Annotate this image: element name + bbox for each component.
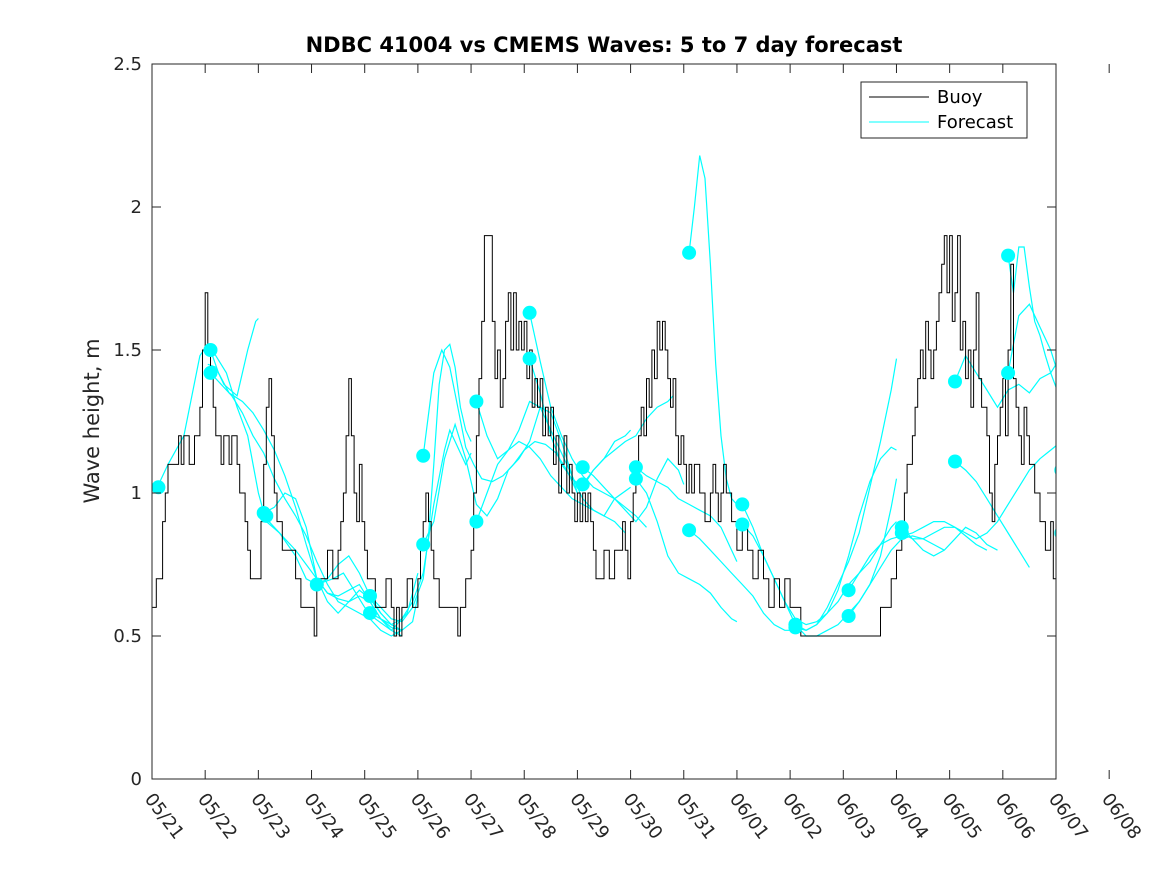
y-tick-label: 1.5	[113, 340, 142, 361]
forecast-marker	[259, 508, 274, 523]
forecast-line	[263, 492, 403, 631]
forecast-marker	[203, 343, 218, 357]
y-axis-label: Wave height, m	[80, 338, 104, 503]
forecast-marker	[469, 394, 484, 409]
forecast-line	[848, 520, 988, 591]
y-tick-label: 0	[131, 769, 142, 790]
forecast-marker	[1001, 248, 1016, 263]
forecast-line	[901, 526, 998, 557]
forecast-marker	[152, 480, 166, 495]
forecast-marker	[841, 609, 856, 623]
forecast-marker	[309, 577, 324, 592]
legend-label-buoy: Buoy	[937, 87, 983, 108]
forecast-line	[848, 535, 945, 617]
forecast-line	[688, 155, 738, 505]
forecast-marker	[575, 477, 590, 492]
y-axis: 0 0.5 1 1.5 2 2.5	[113, 54, 1056, 790]
forecast-line	[369, 428, 472, 626]
forecast-line	[635, 478, 738, 623]
forecast-marker	[682, 245, 697, 260]
forecast-marker	[788, 620, 803, 635]
y-tick-label: 0.5	[113, 626, 142, 647]
forecast-line	[635, 466, 738, 562]
forecast-marker	[1001, 365, 1016, 380]
buoy-line-group	[152, 235, 1056, 637]
forecast-marker	[628, 471, 643, 486]
forecast-line	[688, 529, 791, 631]
y-tick-label: 2.5	[113, 54, 142, 75]
forecast-line	[422, 406, 578, 545]
forecast-line	[582, 457, 685, 523]
forecast-marker	[416, 448, 431, 463]
forecast-marker	[416, 537, 431, 552]
buoy-line	[152, 235, 1056, 637]
forecast-marker	[575, 460, 590, 475]
forecast-marker	[203, 365, 218, 380]
forecast-line	[582, 395, 674, 485]
forecast-marker	[363, 606, 377, 621]
forecast-marker	[363, 589, 377, 603]
forecast-marker	[628, 460, 643, 475]
forecast-marker	[522, 305, 537, 320]
forecast-markers	[152, 245, 1056, 635]
forecast-line	[1007, 246, 1056, 375]
legend: Buoy Forecast	[860, 81, 1028, 139]
forecast-marker	[735, 497, 750, 512]
plot-frame	[151, 63, 1057, 780]
forecast-line	[369, 343, 472, 623]
forecast-marker	[948, 454, 962, 469]
y-tick-label: 2	[131, 197, 142, 218]
legend-box	[860, 81, 1028, 139]
forecast-line	[1007, 303, 1056, 374]
forecast-marker	[841, 583, 856, 598]
forecast-line	[795, 446, 897, 631]
legend-label-forecast: Forecast	[937, 112, 1013, 133]
forecast-line	[207, 318, 259, 397]
forecast-line	[422, 348, 578, 494]
y-tick-label: 1	[131, 483, 142, 504]
forecast-line	[209, 349, 392, 626]
forecast-marker	[682, 523, 697, 538]
forecast-marker	[948, 374, 962, 389]
forecast-line	[741, 478, 898, 637]
plot-area	[152, 64, 1056, 779]
forecast-marker	[894, 526, 909, 540]
forecast-line	[901, 445, 1056, 540]
forecast-marker	[522, 351, 537, 366]
forecast-marker	[735, 517, 750, 532]
chart-title: NDBC 41004 vs CMEMS Waves: 5 to 7 day fo…	[306, 33, 903, 57]
forecast-marker	[469, 514, 484, 529]
